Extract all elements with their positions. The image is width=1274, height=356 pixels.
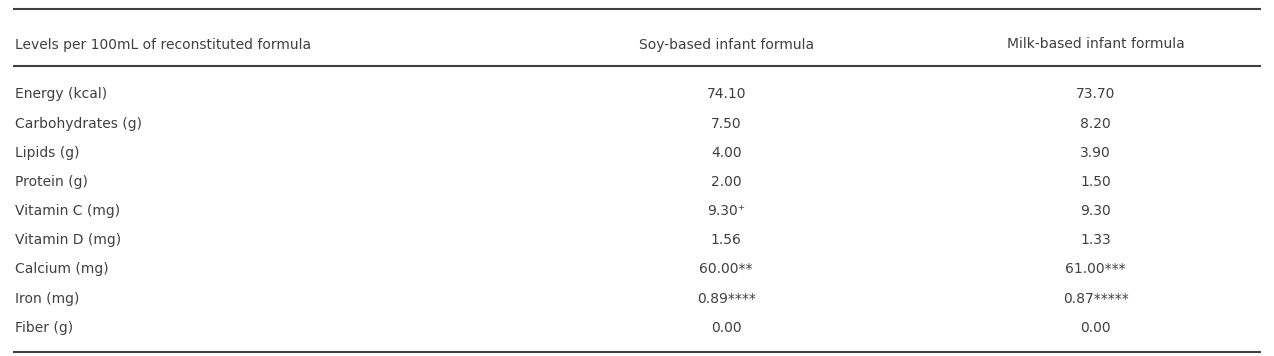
Text: Calcium (mg): Calcium (mg) xyxy=(15,262,108,277)
Text: 0.89****: 0.89**** xyxy=(697,292,755,306)
Text: Fiber (g): Fiber (g) xyxy=(15,321,74,335)
Text: 9.30⁺: 9.30⁺ xyxy=(707,204,745,218)
Text: 74.10: 74.10 xyxy=(706,87,747,101)
Text: Iron (mg): Iron (mg) xyxy=(15,292,80,306)
Text: 73.70: 73.70 xyxy=(1077,87,1115,101)
Text: 0.00: 0.00 xyxy=(1080,321,1111,335)
Text: 2.00: 2.00 xyxy=(711,175,741,189)
Text: Energy (kcal): Energy (kcal) xyxy=(15,87,107,101)
Text: Levels per 100mL of reconstituted formula: Levels per 100mL of reconstituted formul… xyxy=(15,37,311,52)
Text: Vitamin C (mg): Vitamin C (mg) xyxy=(15,204,121,218)
Text: 1.33: 1.33 xyxy=(1080,233,1111,247)
Text: 8.20: 8.20 xyxy=(1080,116,1111,131)
Text: Carbohydrates (g): Carbohydrates (g) xyxy=(15,116,143,131)
Text: Milk-based infant formula: Milk-based infant formula xyxy=(1006,37,1185,52)
Text: 0.00: 0.00 xyxy=(711,321,741,335)
Text: 7.50: 7.50 xyxy=(711,116,741,131)
Text: 4.00: 4.00 xyxy=(711,146,741,160)
Text: 0.87*****: 0.87***** xyxy=(1063,292,1129,306)
Text: 9.30: 9.30 xyxy=(1080,204,1111,218)
Text: 60.00**: 60.00** xyxy=(699,262,753,277)
Text: Vitamin D (mg): Vitamin D (mg) xyxy=(15,233,121,247)
Text: 1.50: 1.50 xyxy=(1080,175,1111,189)
Text: Lipids (g): Lipids (g) xyxy=(15,146,80,160)
Text: 61.00***: 61.00*** xyxy=(1065,262,1126,277)
Text: 3.90: 3.90 xyxy=(1080,146,1111,160)
Text: Soy-based infant formula: Soy-based infant formula xyxy=(638,37,814,52)
Text: 1.56: 1.56 xyxy=(711,233,741,247)
Text: Protein (g): Protein (g) xyxy=(15,175,88,189)
